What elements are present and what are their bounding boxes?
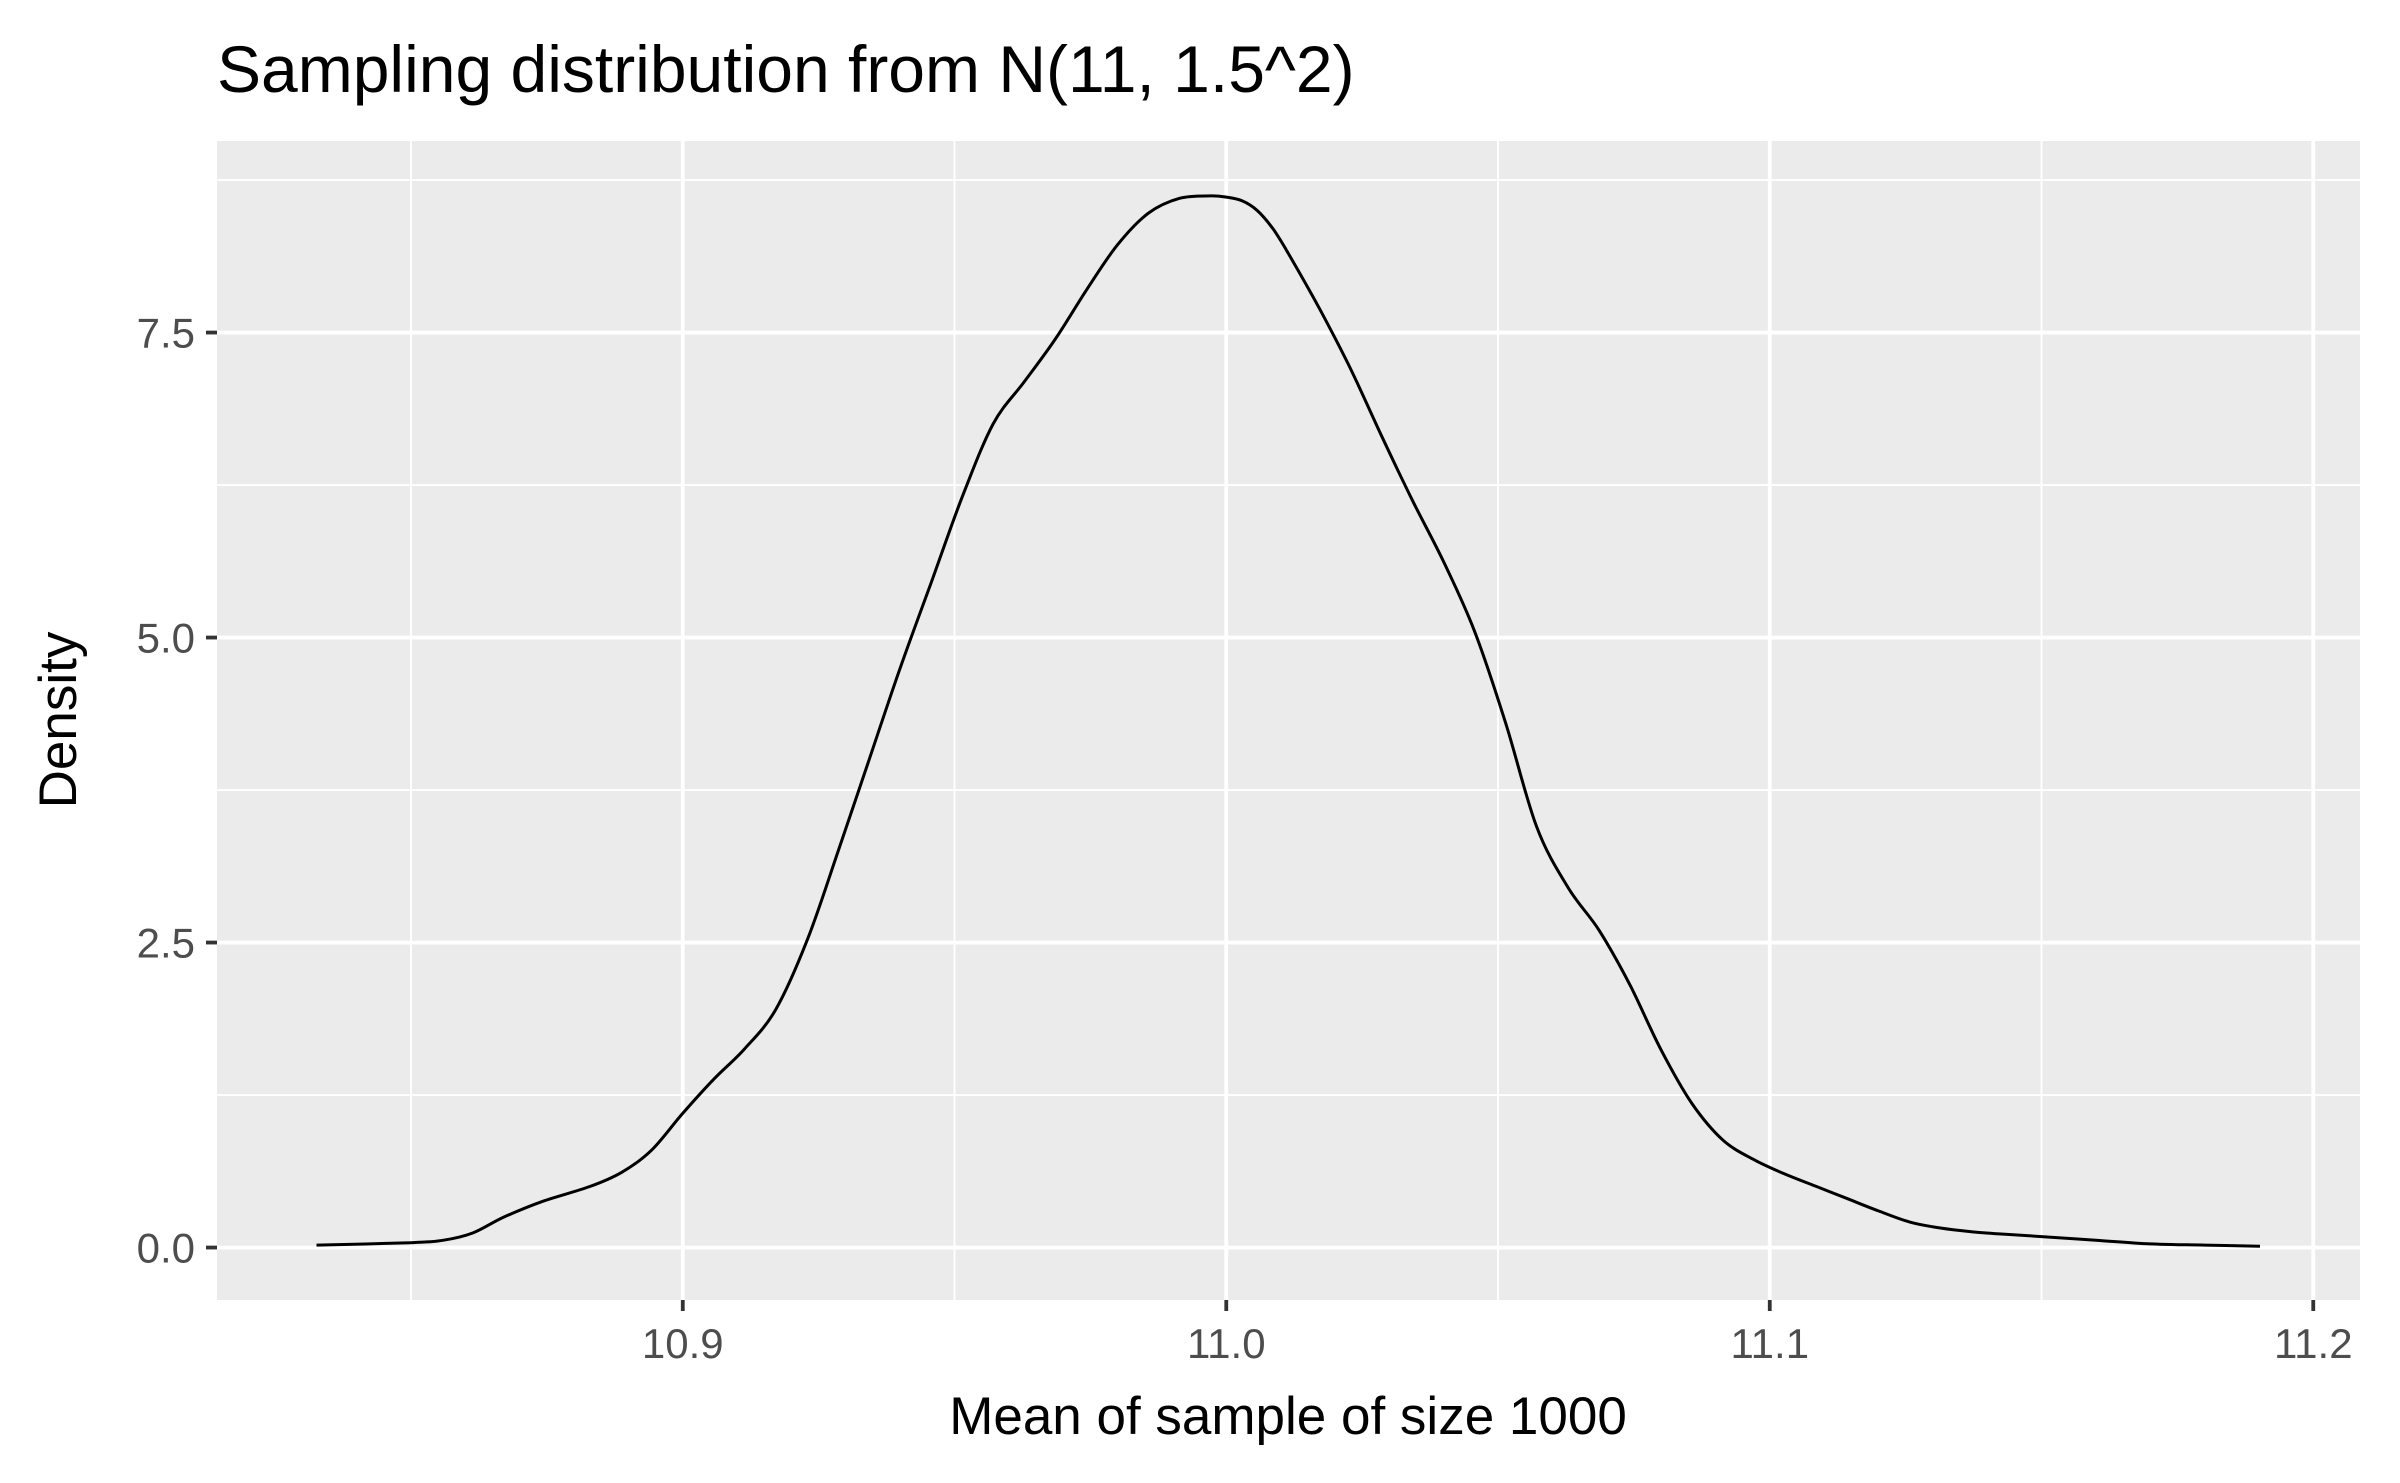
y-axis-ticks: 0.0 2.5 5.0 7.5 bbox=[137, 310, 217, 1272]
density-curve bbox=[316, 194, 2261, 1248]
y-tick-label-1: 2.5 bbox=[137, 920, 195, 967]
x-axis-title: Mean of sample of size 1000 bbox=[949, 1387, 1627, 1446]
x-tick-label-1: 11.0 bbox=[1187, 1320, 1266, 1367]
x-tick-label-0: 10.9 bbox=[642, 1320, 724, 1367]
x-tick-label-3: 11.2 bbox=[2274, 1320, 2353, 1367]
y-tick-label-2: 5.0 bbox=[137, 615, 195, 662]
y-tick-label-3: 7.5 bbox=[137, 310, 195, 357]
x-tick-label-2: 11.1 bbox=[1730, 1320, 1809, 1367]
plot-panel bbox=[217, 141, 2360, 1300]
y-tick-label-0: 0.0 bbox=[137, 1225, 195, 1272]
x-axis-ticks: 10.9 11.0 11.1 11.2 bbox=[642, 1300, 2353, 1367]
chart-title: Sampling distribution from N(11, 1.5^2) bbox=[217, 32, 1355, 106]
major-gridlines bbox=[217, 141, 2360, 1300]
y-axis-title: Density bbox=[29, 631, 88, 808]
